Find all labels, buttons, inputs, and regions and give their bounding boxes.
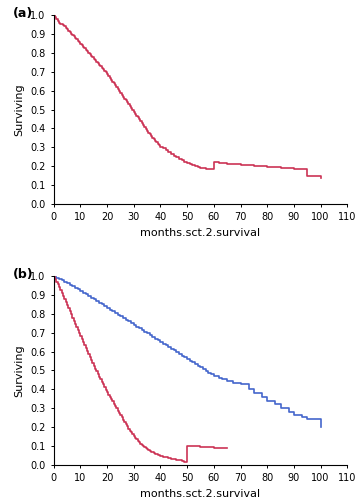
X-axis label: months.sct.2.survival: months.sct.2.survival	[140, 228, 261, 238]
Text: (b): (b)	[13, 268, 33, 281]
Y-axis label: Surviving: Surviving	[14, 344, 24, 397]
X-axis label: months.sct.2.survival: months.sct.2.survival	[140, 489, 261, 499]
Y-axis label: Surviving: Surviving	[14, 83, 24, 136]
Text: (a): (a)	[13, 8, 33, 20]
